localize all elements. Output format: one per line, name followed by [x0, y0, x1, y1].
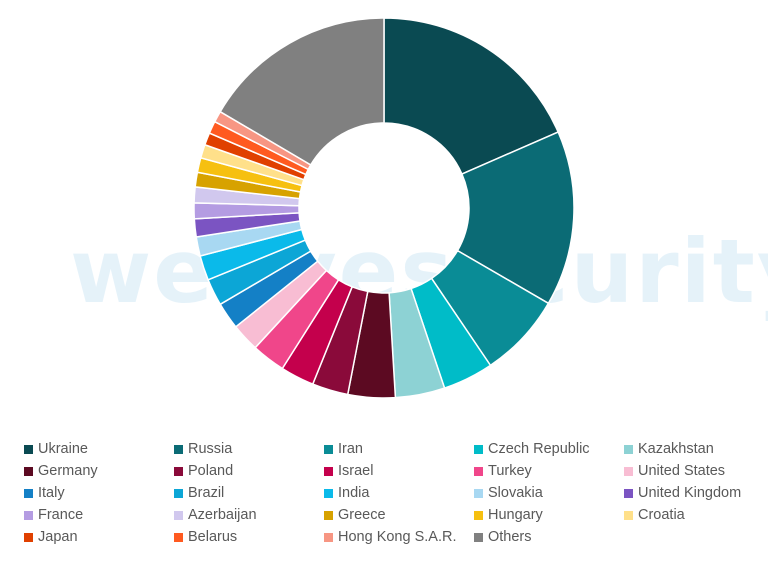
legend-swatch: [24, 510, 33, 520]
legend-label: Japan: [38, 529, 78, 545]
legend-label: Belarus: [188, 529, 238, 545]
legend-swatch: [624, 466, 633, 476]
legend-swatch: [324, 466, 333, 476]
legend-item: Azerbaijan: [174, 504, 324, 526]
legend-label: United States: [638, 463, 726, 479]
legend-swatch: [624, 488, 633, 498]
legend-item: United States: [624, 460, 764, 482]
legend-swatch: [24, 444, 33, 454]
legend-swatch: [324, 488, 333, 498]
legend-label: Brazil: [188, 485, 225, 501]
legend-item: Hungary: [474, 504, 624, 526]
slice-others: [219, 17, 385, 166]
legend-swatch: [474, 510, 483, 520]
legend-swatch: [474, 466, 483, 476]
legend-swatch: [174, 466, 183, 476]
legend-label: Hong Kong S.A.R.: [338, 529, 457, 545]
legend-item: Poland: [174, 460, 324, 482]
legend-label: Greece: [338, 507, 386, 523]
legend-label: United Kingdom: [638, 485, 742, 501]
legend-item: Croatia: [624, 504, 764, 526]
legend-item: Czech Republic: [474, 438, 624, 460]
legend-label: Azerbaijan: [188, 507, 257, 523]
legend-swatch: [174, 510, 183, 520]
legend-swatch: [474, 532, 483, 542]
legend-item: Brazil: [174, 482, 324, 504]
legend-swatch: [174, 532, 183, 542]
legend-item: Israel: [324, 460, 474, 482]
legend-swatch: [174, 488, 183, 498]
slice-russia: [456, 131, 575, 305]
legend-label: Czech Republic: [488, 441, 590, 457]
legend-item: Hong Kong S.A.R.: [324, 526, 474, 548]
legend-item: Iran: [324, 438, 474, 460]
donut-chart: welivesecurity: [70, 17, 768, 399]
legend-label: Ukraine: [38, 441, 88, 457]
legend-label: Others: [488, 529, 532, 545]
legend-item: Italy: [24, 482, 174, 504]
legend-label: Slovakia: [488, 485, 543, 501]
legend-label: Russia: [188, 441, 233, 457]
legend-label: Poland: [188, 463, 234, 479]
legend-label: Hungary: [488, 507, 543, 523]
legend-swatch: [624, 444, 633, 454]
legend-item: France: [24, 504, 174, 526]
legend-swatch: [174, 444, 183, 454]
legend-item: Others: [474, 526, 624, 548]
legend-label: Kazakhstan: [638, 441, 714, 457]
legend-item: Germany: [24, 460, 174, 482]
legend-item: India: [324, 482, 474, 504]
legend-label: Turkey: [488, 463, 532, 479]
legend-swatch: [324, 532, 333, 542]
legend-item: Russia: [174, 438, 324, 460]
legend-label: Germany: [38, 463, 98, 479]
legend-label: France: [38, 507, 84, 523]
legend-label: Croatia: [638, 507, 685, 523]
donut-svg: [193, 17, 575, 399]
slice-ukraine: [383, 17, 560, 175]
legend-swatch: [474, 488, 483, 498]
legend-item: Ukraine: [24, 438, 174, 460]
legend-item: United Kingdom: [624, 482, 764, 504]
legend-label: Iran: [338, 441, 363, 457]
legend-swatch: [24, 488, 33, 498]
legend: Ukraine Russia Iran Czech Republic Kazakhsta…: [24, 438, 764, 548]
legend-item: Slovakia: [474, 482, 624, 504]
legend-item: Belarus: [174, 526, 324, 548]
legend-label: Italy: [38, 485, 65, 501]
legend-label: Israel: [338, 463, 374, 479]
legend-swatch: [324, 510, 333, 520]
legend-swatch: [624, 510, 633, 520]
legend-item: Japan: [24, 526, 174, 548]
legend-item: Greece: [324, 504, 474, 526]
legend-swatch: [324, 444, 333, 454]
legend-swatch: [24, 532, 33, 542]
legend-label: India: [338, 485, 370, 501]
legend-swatch: [474, 444, 483, 454]
legend-swatch: [24, 466, 33, 476]
legend-item: Turkey: [474, 460, 624, 482]
legend-item: Kazakhstan: [624, 438, 764, 460]
